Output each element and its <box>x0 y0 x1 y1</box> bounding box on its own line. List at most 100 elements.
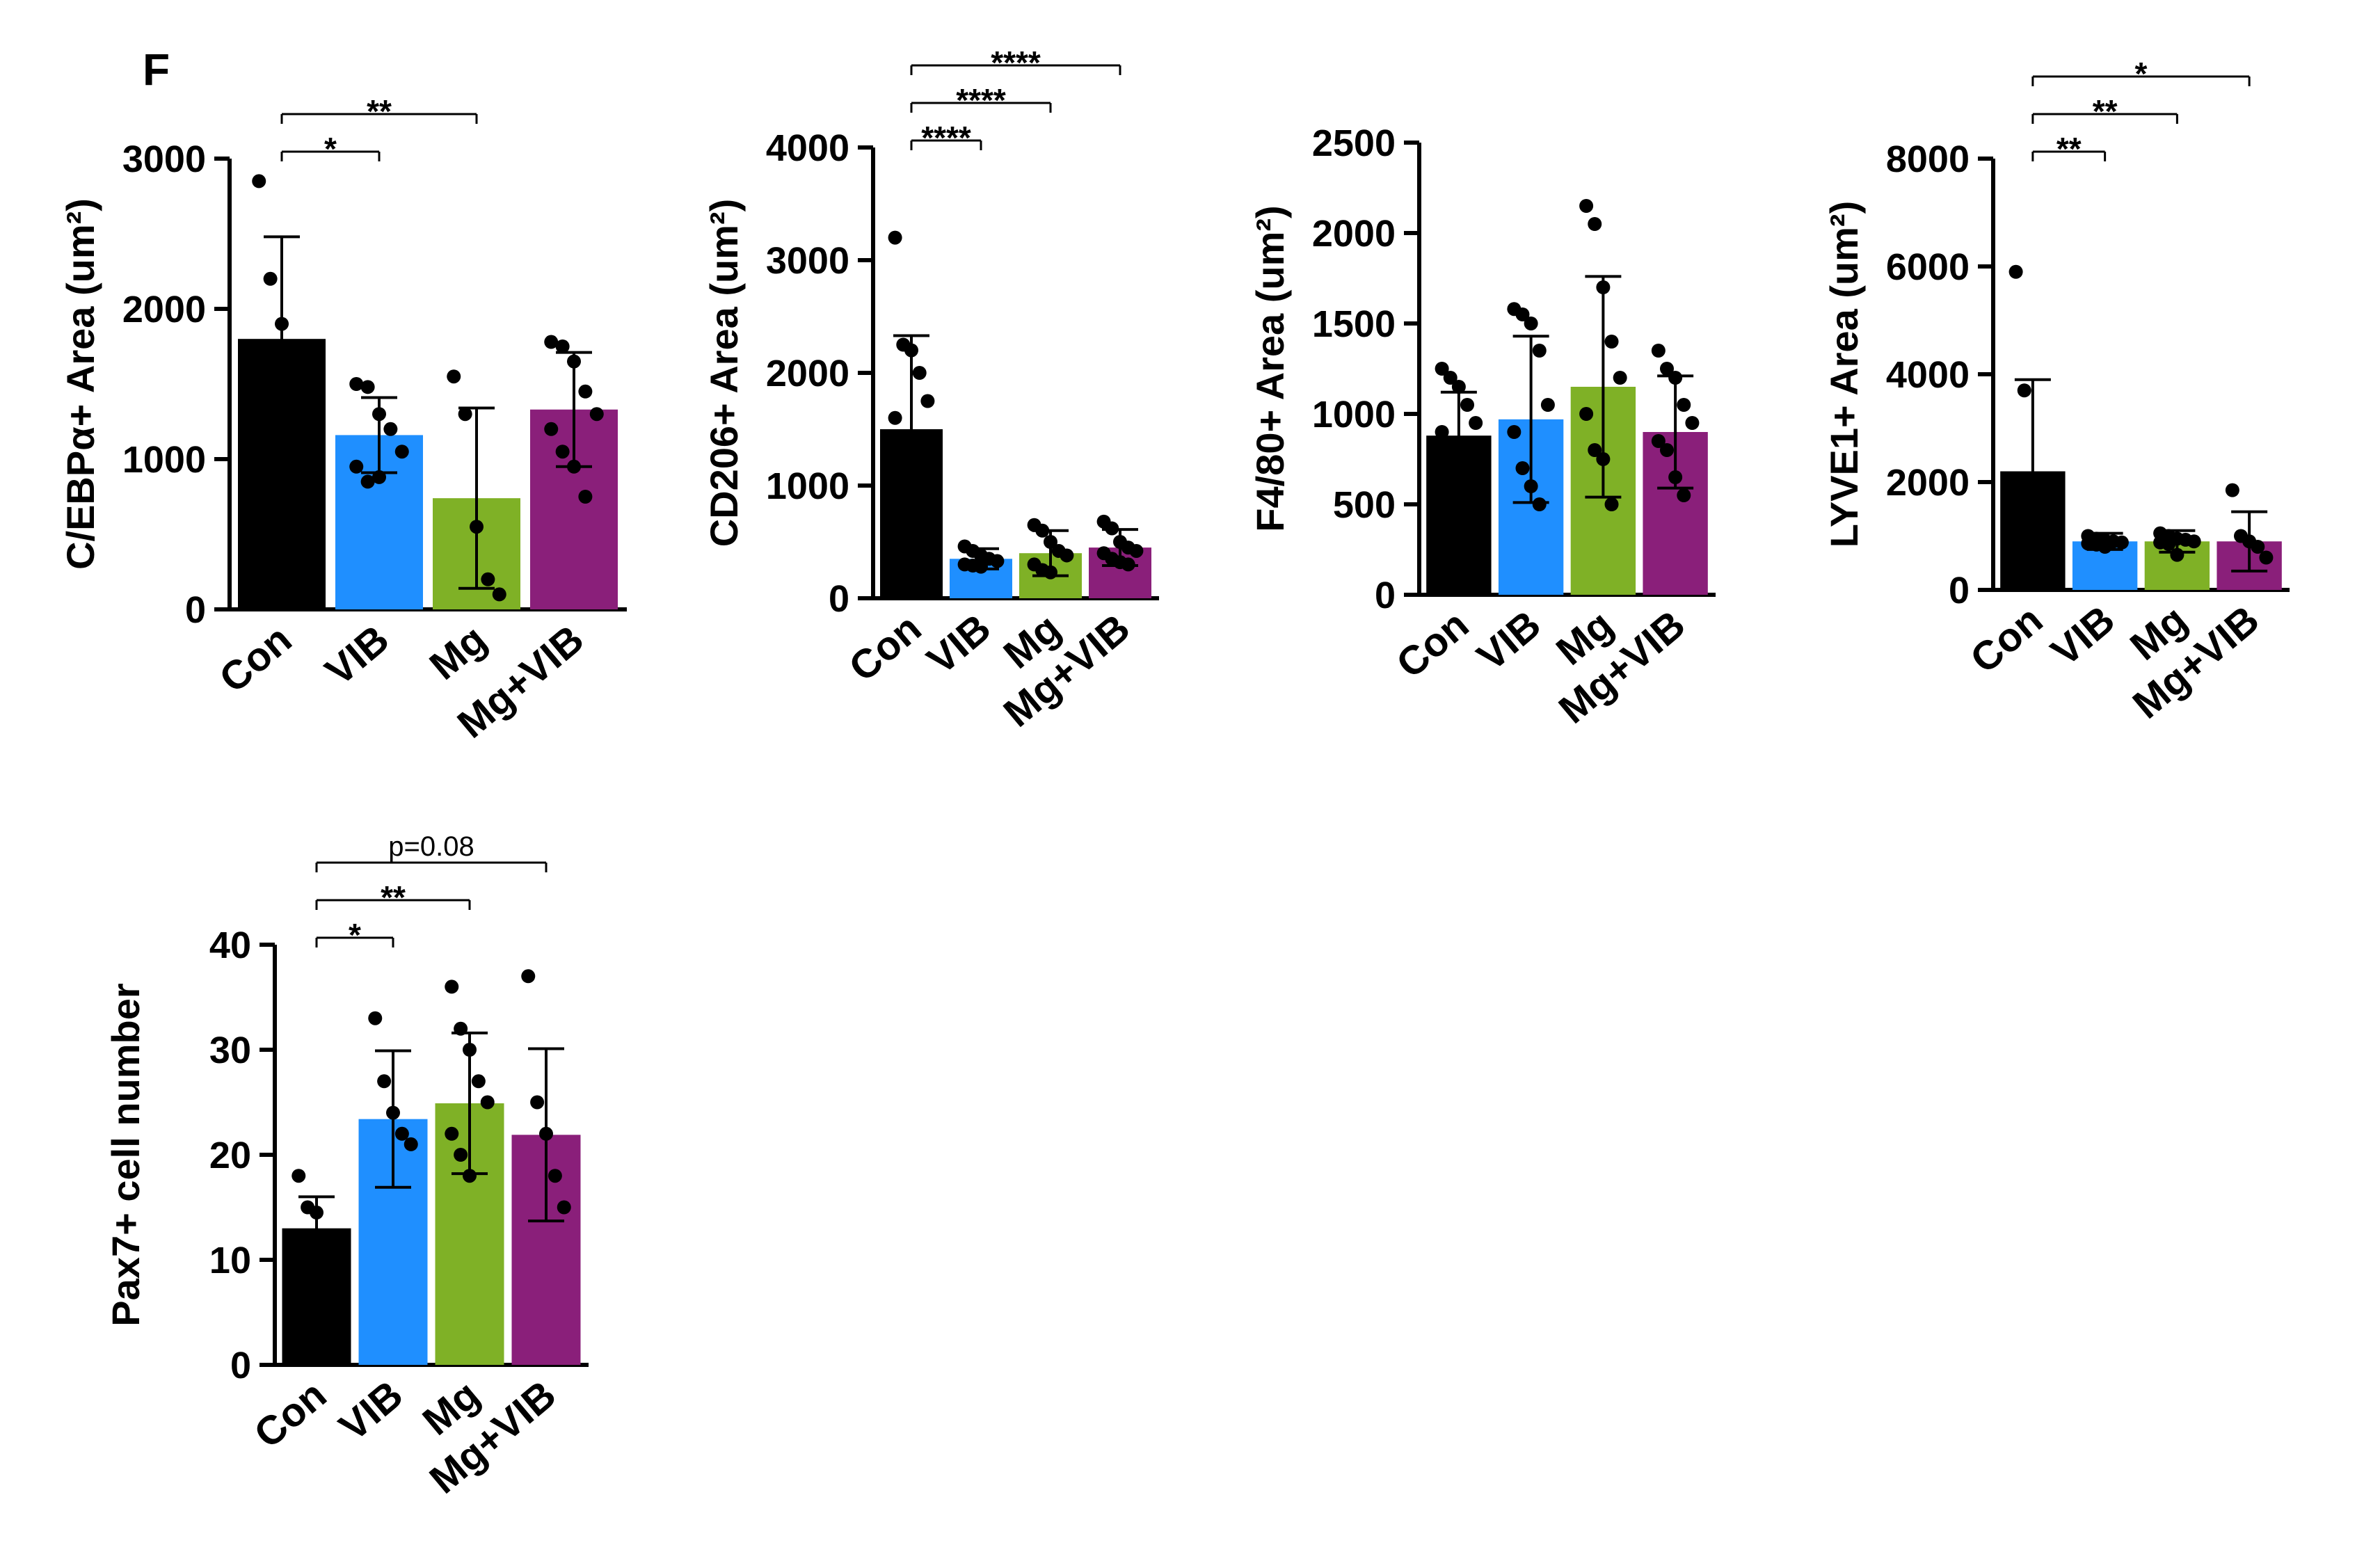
y-tick-label: 0 <box>230 1345 251 1386</box>
data-point <box>1677 488 1691 502</box>
significance-label: **** <box>921 120 971 156</box>
data-point <box>458 407 472 422</box>
y-axis-label: LYVE1+ Area (um²) <box>1822 201 1866 547</box>
data-point <box>286 346 301 361</box>
data-point <box>404 1137 418 1151</box>
data-point <box>386 1105 400 1120</box>
y-tick-label: 0 <box>1375 575 1396 616</box>
data-point <box>360 380 375 394</box>
data-point <box>904 343 918 358</box>
data-point <box>1532 497 1547 511</box>
data-point <box>567 459 581 474</box>
category-label: VIB <box>2043 597 2123 675</box>
significance-label: **** <box>991 45 1041 81</box>
category-label: Con <box>1388 602 1477 687</box>
significance-label: ** <box>367 93 392 129</box>
y-tick-label: 3000 <box>122 138 206 180</box>
data-point <box>589 407 604 422</box>
y-tick-label: 6000 <box>1886 246 1970 288</box>
data-point <box>1469 416 1483 430</box>
category-label: Con <box>246 1372 335 1457</box>
data-point <box>1596 452 1611 466</box>
data-point <box>1129 543 1144 558</box>
category-label: Con <box>211 616 300 701</box>
y-tick-label: 4000 <box>1886 354 1970 396</box>
y-tick-label: 2000 <box>122 289 206 330</box>
significance-label: * <box>349 917 361 953</box>
data-point <box>310 1206 324 1220</box>
data-point <box>1443 371 1457 385</box>
y-tick-label: 2000 <box>1312 213 1396 255</box>
data-point <box>2187 534 2201 549</box>
data-point <box>1579 199 1594 213</box>
category-label: Mg <box>421 616 495 689</box>
data-point <box>1524 479 1538 493</box>
y-tick-label: 0 <box>185 589 206 631</box>
data-point <box>1659 443 1674 457</box>
y-tick-label: 0 <box>829 578 849 620</box>
data-point <box>1659 362 1674 376</box>
y-tick-label: 30 <box>209 1030 251 1071</box>
data-point <box>990 554 1005 568</box>
data-point <box>394 1126 409 1141</box>
data-point <box>1668 470 1683 484</box>
data-point <box>567 354 581 369</box>
y-tick-label: 8000 <box>1886 138 1970 180</box>
data-point <box>1507 425 1522 439</box>
data-point <box>578 490 593 504</box>
data-point <box>377 1074 392 1089</box>
y-tick-label: 1000 <box>1312 394 1396 435</box>
data-point <box>1435 362 1449 376</box>
data-point <box>1651 434 1666 448</box>
data-point <box>463 1043 477 1057</box>
data-point <box>544 335 559 349</box>
category-label: VIB <box>1469 602 1549 680</box>
category-label: VIB <box>317 616 398 694</box>
data-point <box>1121 557 1135 572</box>
data-point <box>481 572 495 586</box>
data-point <box>1035 523 1050 538</box>
data-point <box>1515 461 1530 475</box>
y-tick-label: 4000 <box>766 127 849 169</box>
data-point <box>2098 540 2112 554</box>
data-point <box>548 1169 562 1183</box>
y-axis-label: F4/80+ Area (um²) <box>1248 205 1292 531</box>
data-point <box>349 377 364 391</box>
data-point <box>1044 565 1057 579</box>
data-point <box>888 230 902 245</box>
data-point <box>2017 383 2031 398</box>
data-point <box>470 520 484 534</box>
data-point <box>368 1011 383 1025</box>
significance-label: p=0.08 <box>388 831 474 862</box>
data-point <box>1540 398 1555 412</box>
data-point <box>1524 317 1538 330</box>
data-point <box>920 394 935 408</box>
data-point <box>530 1095 545 1110</box>
data-point <box>555 339 570 353</box>
data-point <box>539 1126 553 1141</box>
data-point <box>2008 264 2023 279</box>
significance-label: **** <box>956 82 1006 118</box>
data-point <box>471 1074 486 1089</box>
category-label: VIB <box>919 605 1000 683</box>
data-point <box>1451 380 1466 394</box>
data-point <box>1044 535 1057 549</box>
data-point <box>2251 540 2265 554</box>
y-tick-label: 0 <box>1949 570 1970 611</box>
data-point <box>372 470 386 484</box>
data-point <box>480 1095 495 1110</box>
data-point <box>1532 344 1547 358</box>
y-tick-label: 500 <box>1333 484 1396 526</box>
data-point <box>521 969 536 984</box>
panel-letter: F <box>143 45 170 95</box>
y-tick-label: 10 <box>209 1240 251 1281</box>
significance-label: * <box>324 131 337 167</box>
data-point <box>2170 547 2185 562</box>
y-tick-label: 3000 <box>766 240 849 282</box>
data-point <box>297 392 312 406</box>
y-tick-label: 40 <box>209 925 251 966</box>
data-point <box>349 459 364 474</box>
category-label: Con <box>1962 597 2051 682</box>
